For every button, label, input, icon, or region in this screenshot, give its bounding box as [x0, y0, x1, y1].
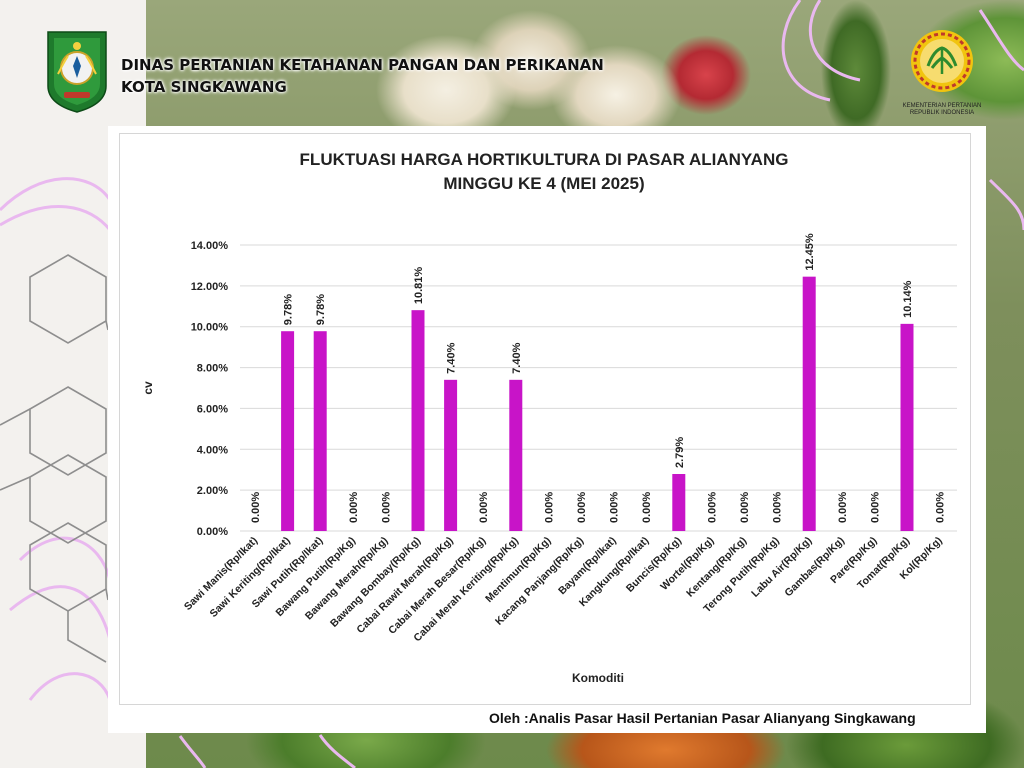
agency-line-1: DINAS PERTANIAN KETAHANAN PANGAN DAN PER… — [121, 56, 604, 74]
data-label: 0.00% — [478, 492, 490, 523]
bar — [281, 331, 295, 531]
singkawang-emblem-logo — [47, 31, 107, 113]
chart-title-line-2: MINGGU KE 4 (MEI 2025) — [443, 174, 645, 193]
data-label: 0.00% — [706, 492, 718, 523]
y-tick-label: 12.00% — [191, 281, 229, 293]
chart-title: FLUKTUASI HARGA HORTIKULTURA DI PASAR AL… — [119, 148, 969, 196]
y-tick-label: 10.00% — [191, 322, 229, 334]
data-label: 0.00% — [348, 492, 360, 523]
data-label: 0.00% — [837, 492, 849, 523]
agency-line-2: KOTA SINGKAWANG — [121, 78, 287, 96]
data-label: 0.00% — [576, 492, 588, 523]
data-label: 0.00% — [739, 492, 751, 523]
bar — [444, 379, 458, 531]
ministry-caption: KEMENTERIAN PERTANIAN REPUBLIK INDONESIA — [884, 103, 1000, 117]
data-label: 0.00% — [250, 492, 262, 523]
data-label: 0.00% — [609, 492, 621, 523]
y-axis-label: cv — [141, 381, 155, 395]
x-axis-label: Komoditi — [572, 671, 624, 685]
data-label: 9.78% — [283, 294, 295, 325]
data-label: 0.00% — [641, 492, 653, 523]
data-label: 10.14% — [902, 280, 914, 318]
data-label: 0.00% — [869, 492, 881, 523]
bar — [411, 310, 425, 531]
x-tick-label: Bayam(Rp/Ikat) — [556, 535, 619, 598]
ministry-line-2: REPUBLIK INDONESIA — [909, 110, 975, 116]
y-tick-label: 4.00% — [197, 444, 228, 456]
chart-frame — [119, 133, 971, 705]
y-tick-label: 0.00% — [197, 526, 228, 538]
y-tick-label: 14.00% — [191, 240, 229, 252]
y-tick-label: 2.00% — [197, 485, 228, 497]
data-label: 9.78% — [315, 294, 327, 325]
bar — [802, 276, 816, 531]
credit-text: Oleh :Analis Pasar Hasil Pertanian Pasar… — [489, 710, 916, 726]
data-label: 0.00% — [380, 492, 392, 523]
bar — [900, 323, 914, 531]
bar — [509, 379, 523, 531]
y-tick-label: 6.00% — [197, 403, 228, 415]
agency-title: DINAS PERTANIAN KETAHANAN PANGAN DAN PER… — [121, 54, 604, 98]
x-tick-label: Gambas(Rp/Kg) — [782, 535, 847, 600]
data-label: 7.40% — [446, 342, 458, 373]
ministry-line-1: KEMENTERIAN PERTANIAN — [902, 103, 982, 109]
data-label: 0.00% — [543, 492, 555, 523]
bar — [313, 331, 327, 531]
chart-title-line-1: FLUKTUASI HARGA HORTIKULTURA DI PASAR AL… — [299, 150, 789, 169]
y-tick-label: 8.00% — [197, 363, 228, 375]
ministry-of-agriculture-logo — [911, 30, 973, 92]
bar — [672, 474, 686, 531]
data-label: 0.00% — [935, 492, 947, 523]
data-label: 12.45% — [804, 233, 816, 271]
data-label: 2.79% — [674, 437, 686, 468]
data-label: 7.40% — [511, 342, 523, 373]
data-label: 10.81% — [413, 267, 425, 305]
data-label: 0.00% — [772, 492, 784, 523]
